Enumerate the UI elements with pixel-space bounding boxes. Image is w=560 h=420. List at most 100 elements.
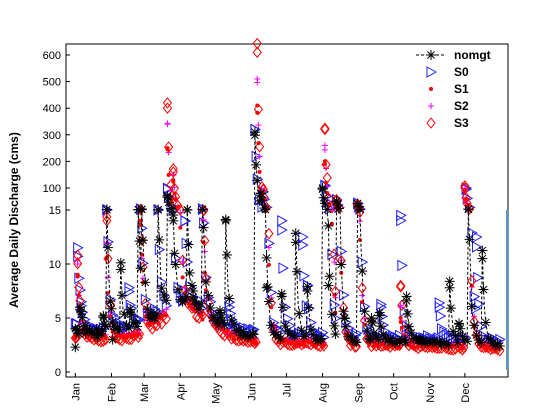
legend-item-S2: S2 (428, 99, 469, 113)
marker-nomgt (234, 325, 243, 334)
peak-marker-nomgt (291, 238, 300, 247)
marker-S3 (359, 314, 370, 327)
peak-marker-nomgt (318, 184, 327, 192)
marker-S0 (397, 259, 408, 272)
marker-nomgt (481, 318, 490, 327)
marker-nomgt (379, 330, 388, 339)
marker-nomgt (356, 205, 364, 214)
marker-S3 (369, 338, 379, 351)
marker-S3 (287, 339, 297, 352)
marker-nomgt (74, 330, 83, 338)
y-tick-label: 100 (43, 183, 61, 195)
marker-nomgt (78, 313, 87, 322)
y-tick-label: 200 (43, 156, 61, 168)
marker-S3 (397, 299, 407, 312)
marker-S3 (133, 331, 143, 344)
x-tick-label: Feb (106, 383, 118, 402)
y-tick-label: 0 (55, 367, 61, 379)
marker-nomgt (77, 307, 86, 316)
peak-marker-nomgt (402, 292, 411, 301)
marker-S1 (175, 204, 180, 209)
marker-S3 (350, 341, 360, 353)
marker-nomgt (451, 331, 460, 340)
x-tick-label: Sep (354, 383, 366, 403)
marker-S0 (318, 326, 329, 339)
x-tick-label: Jan (70, 383, 82, 401)
marker-S3 (140, 297, 150, 310)
marker-nomgt (239, 327, 248, 336)
peak-marker-nomgt (416, 335, 425, 344)
marker-S3 (378, 339, 388, 352)
marker-nomgt (331, 330, 340, 338)
marker-nomgt (73, 325, 82, 334)
peak-marker-S0 (376, 301, 387, 314)
marker-nomgt (164, 198, 173, 207)
x-tick-label: Dec (460, 383, 472, 403)
legend-item-S3: S3 (426, 116, 469, 130)
marker-S1 (180, 275, 185, 280)
marker-S3 (161, 313, 171, 325)
peak-marker-S1 (398, 316, 403, 320)
marker-nomgt (169, 211, 178, 219)
peak-marker-nomgt (256, 189, 265, 198)
marker-nomgt (403, 309, 412, 318)
marker-nomgt (223, 251, 231, 259)
peak-marker-S3 (168, 166, 178, 178)
peak-marker-nomgt (81, 329, 90, 338)
peak-marker-nomgt (324, 281, 333, 290)
legend-marker-S0 (426, 66, 438, 78)
marker-nomgt (445, 277, 454, 286)
marker-nomgt (444, 341, 453, 350)
marker-nomgt (230, 320, 238, 329)
legend-box (410, 45, 506, 130)
marker-S3 (376, 340, 386, 352)
marker-S0 (330, 312, 342, 325)
peak-marker-S1 (75, 272, 80, 277)
marker-S3 (166, 179, 176, 191)
marker-nomgt (295, 309, 304, 318)
legend-marker-nomgt (427, 51, 435, 59)
marker-nomgt (407, 328, 416, 337)
marker-nomgt (346, 333, 355, 341)
marker-nomgt (209, 313, 217, 322)
marker-nomgt (262, 253, 271, 262)
peak-marker-S0 (298, 231, 309, 243)
peak-marker-nomgt (262, 283, 271, 292)
marker-nomgt (253, 176, 262, 185)
peak-marker-nomgt (353, 199, 362, 208)
marker-nomgt (118, 291, 126, 300)
peak-marker-nomgt (93, 333, 102, 342)
peak-marker-S0 (434, 301, 446, 314)
marker-nomgt (276, 334, 285, 343)
marker-nomgt (171, 260, 180, 269)
marker-S1 (105, 290, 110, 295)
marker-S3 (251, 336, 261, 348)
marker-nomgt (304, 303, 313, 312)
marker-S3 (460, 180, 470, 192)
marker-nomgt (214, 320, 223, 329)
marker-S0 (339, 289, 350, 301)
legend-label-S0: S0 (454, 65, 469, 79)
marker-nomgt (116, 258, 125, 267)
marker-nomgt (182, 292, 191, 301)
marker-S3 (289, 338, 300, 351)
x-tick-label: Oct (389, 383, 401, 400)
marker-S3 (177, 254, 188, 267)
marker-nomgt (352, 338, 361, 347)
chart-legend: nomgt S0 S1 S2 S3 (410, 45, 506, 130)
marker-S1 (266, 262, 271, 267)
marker-S3 (481, 341, 491, 353)
legend-label-S2: S2 (454, 99, 469, 113)
marker-S0 (472, 241, 483, 253)
marker-S3 (96, 335, 106, 348)
marker-S3 (329, 248, 339, 261)
marker-nomgt (467, 302, 476, 311)
marker-nomgt (206, 304, 215, 312)
marker-nomgt (155, 235, 164, 244)
marker-nomgt (317, 334, 326, 343)
peak-marker-nomgt (163, 191, 172, 200)
marker-nomgt (486, 336, 495, 344)
legend-marker-S3 (426, 117, 436, 129)
peak-marker-nomgt (126, 305, 135, 314)
marker-nomgt (252, 160, 260, 169)
